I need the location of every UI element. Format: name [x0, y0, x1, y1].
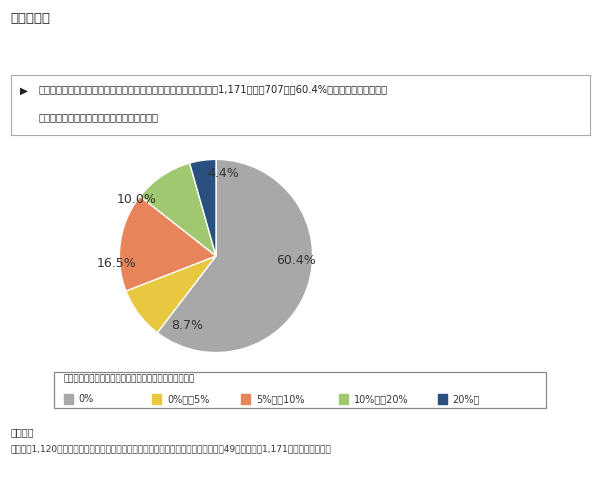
Bar — [64, 394, 73, 404]
Wedge shape — [119, 196, 216, 291]
Text: （備考）: （備考） — [11, 427, 34, 438]
Text: ［図表２］: ［図表２］ — [11, 12, 51, 25]
Text: 4.4%: 4.4% — [208, 168, 239, 180]
Wedge shape — [190, 159, 216, 256]
Text: 60.4%: 60.4% — [276, 255, 316, 267]
Text: 16.5%: 16.5% — [97, 257, 137, 270]
Text: 10%超～20%: 10%超～20% — [354, 394, 409, 404]
Text: 回答企業1,120社のうち、「執行役員又はそれに準じる役職者」を置いていない企業49社を抜いた1,171社について集計。: 回答企業1,120社のうち、「執行役員又はそれに準じる役職者」を置いていない企業… — [11, 444, 332, 454]
Bar — [340, 394, 348, 404]
Bar — [152, 394, 161, 404]
Text: 回答企業のうち「執行役員又はそれに準じる役職者」を置いている1,171社中、707社（60.4%）において女性の「執: 回答企業のうち「執行役員又はそれに準じる役職者」を置いている1,171社中、70… — [38, 84, 388, 94]
Text: 20%超: 20%超 — [452, 394, 480, 404]
Text: 行役員又はそれに準じる役職者」がいない。: 行役員又はそれに準じる役職者」がいない。 — [38, 112, 158, 122]
Wedge shape — [157, 159, 313, 353]
Bar — [241, 394, 250, 404]
Text: 「執行役員又はそれに準じる役職者」に女性がいないプライム市場上場企業: 「執行役員又はそれに準じる役職者」に女性がいないプライム市場上場企業 — [162, 45, 438, 59]
FancyBboxPatch shape — [54, 372, 546, 408]
Text: 10.0%: 10.0% — [116, 194, 156, 206]
Wedge shape — [126, 256, 216, 333]
Text: 5%超～10%: 5%超～10% — [256, 394, 304, 404]
Bar — [438, 394, 446, 404]
Text: ▶: ▶ — [19, 86, 28, 96]
Text: 「執行役員又はそれに準じる役職者」における女性割合: 「執行役員又はそれに準じる役職者」における女性割合 — [64, 375, 195, 384]
Wedge shape — [140, 163, 216, 256]
Text: 0%超～5%: 0%超～5% — [167, 394, 209, 404]
Text: 8.7%: 8.7% — [171, 319, 203, 332]
Text: 0%: 0% — [79, 394, 94, 404]
